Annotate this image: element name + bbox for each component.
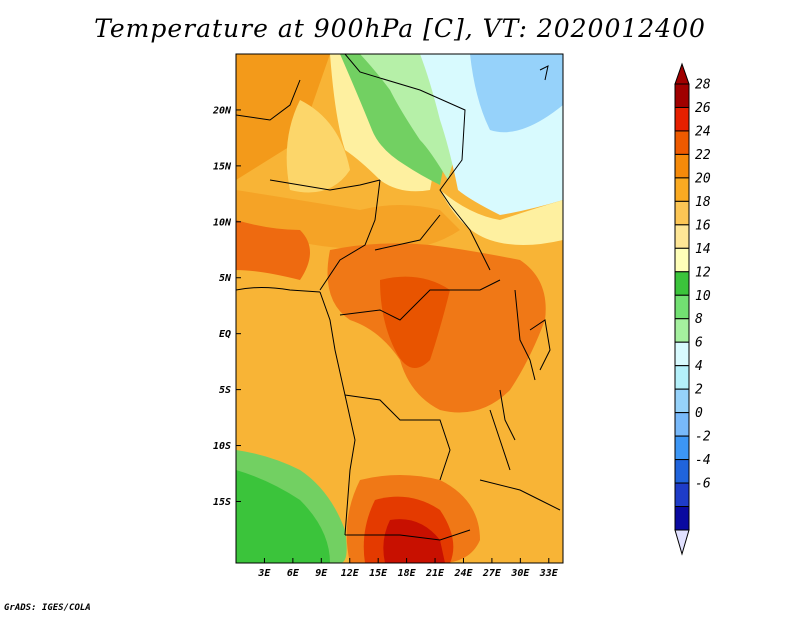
colorbar-swatch — [674, 271, 690, 296]
lake-tanganyika-outline — [499, 389, 516, 441]
colorbar-level-label: 14 — [695, 242, 711, 257]
colorbar-swatch — [674, 388, 690, 414]
colorbar-swatch — [674, 177, 690, 202]
boundary-nigeria-cameroon — [319, 179, 381, 291]
boundary-zambia-zimbabwe — [479, 479, 561, 511]
colorbar-level-label: 12 — [695, 265, 711, 280]
lon-tick-label: 27E — [482, 568, 502, 579]
lat-tick-label: 15N — [213, 161, 232, 172]
colorbar-swatch — [674, 130, 690, 155]
coastline-gulf-of-guinea — [236, 287, 321, 293]
colorbar-level-label: 20 — [695, 171, 711, 186]
lon-tick-label: 33E — [539, 568, 559, 579]
boundary-libya-egypt-sudan — [344, 54, 491, 271]
lon-tick-label: 18E — [398, 568, 417, 579]
coastline-west-central-africa — [319, 291, 356, 536]
lat-tick-label: 20N — [212, 105, 232, 116]
colorbar-swatch — [674, 224, 690, 249]
colorbar-swatch — [674, 506, 690, 531]
field-band-18-20-sahara — [286, 100, 350, 193]
credit-text: GrADS: IGES/COLA — [4, 603, 91, 613]
colorbar-level-label: 16 — [695, 218, 711, 233]
colorbar-swatch — [674, 482, 690, 508]
map-frame — [235, 53, 564, 564]
plot-title: Temperature at 900hPa [C], VT: 202001240… — [94, 14, 706, 43]
colorbar-level-label: 10 — [695, 289, 711, 304]
colorbar-swatch — [674, 412, 690, 437]
political-boundaries — [236, 54, 561, 541]
colorbar-swatch — [674, 318, 690, 343]
colorbar-swatch — [674, 247, 690, 273]
lon-tick-label: 15E — [369, 568, 388, 579]
lat-tick-label: 5S — [219, 385, 231, 396]
field-band-22-24-nw — [236, 54, 330, 180]
colorbar-level-label: 28 — [695, 78, 711, 93]
field-band-28plus-south — [383, 519, 445, 563]
colorbar-level-label: 2 — [695, 383, 703, 398]
boundary-angola-drc — [344, 394, 451, 481]
lon-tick-label: 24E — [453, 568, 473, 579]
field-band-6-8 — [470, 54, 563, 133]
colorbar-level-label: 4 — [695, 359, 703, 374]
colorbar-level-label: 0 — [695, 406, 703, 421]
boundary-tanzania-zambia — [489, 409, 511, 471]
field-band-16-18-horn — [440, 190, 563, 245]
colorbar-level-label: 26 — [695, 101, 711, 116]
boundary-namibia-angola — [345, 529, 471, 541]
lon-tick-label: 30E — [510, 568, 530, 579]
field-band-26-28-central — [380, 276, 450, 368]
lon-tick-label: 12E — [341, 568, 360, 579]
field-band-12-14-south — [236, 470, 330, 563]
latitude-axis: 20N 15N 10N 5N EQ 5S 10S 15S — [212, 105, 241, 508]
colorbar-swatch — [674, 459, 690, 484]
boundary-car-drc — [339, 279, 501, 321]
colorbar-swatch — [674, 365, 690, 390]
colorbar-upper-extension — [674, 62, 690, 85]
colorbar-swatch — [674, 294, 690, 320]
lake-victoria-outline — [529, 319, 551, 371]
temperature-field — [236, 54, 563, 563]
colorbar-swatch — [674, 200, 690, 226]
colorbar-level-label: 24 — [695, 124, 711, 139]
longitude-axis: 3E 6E 9E 12E 15E 18E 21E 24E 27E 30E 33E — [257, 558, 559, 579]
lat-tick-label: EQ — [219, 329, 231, 340]
coastline-red-sea — [539, 65, 549, 81]
boundary-niger-chad — [269, 179, 381, 191]
lat-tick-label: 15S — [213, 497, 231, 508]
colorbar-level-label: -4 — [695, 453, 711, 468]
lon-tick-label: 21E — [425, 568, 445, 579]
colorbar-level-label: -6 — [695, 477, 711, 492]
boundary-algeria-mali — [236, 79, 301, 121]
colorbar-level-label: 6 — [695, 336, 703, 351]
colorbar-level-label: -2 — [695, 430, 711, 445]
colorbar-level-label: 18 — [695, 195, 711, 210]
colorbar-swatch — [674, 106, 690, 132]
boundary-chad-car — [374, 214, 441, 251]
colorbar-swatch — [674, 83, 690, 108]
boundary-uganda-drc — [514, 289, 536, 381]
colorbar-lower-extension — [674, 529, 690, 556]
lat-tick-label: 10S — [213, 441, 231, 452]
colorbar-swatch — [674, 153, 690, 179]
lon-tick-label: 3E — [257, 568, 271, 579]
lon-tick-label: 9E — [315, 568, 328, 579]
field-band-24-26-westafrica — [236, 220, 310, 280]
lat-tick-label: 5N — [219, 273, 232, 284]
colorbar-level-label: 22 — [695, 148, 711, 163]
lon-tick-label: 6E — [287, 568, 300, 579]
colorbar-swatch — [674, 435, 690, 461]
colorbar-swatch — [674, 341, 690, 367]
colorbar-level-label: 8 — [695, 312, 703, 327]
lat-tick-label: 10N — [213, 217, 232, 228]
